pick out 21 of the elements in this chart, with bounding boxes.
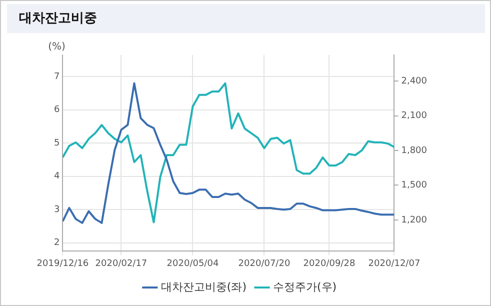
chart-title: 대차잔고비중 (7, 4, 485, 33)
y2-tick-label: 2,100 (401, 111, 428, 122)
y-tick-label: 6 (54, 105, 60, 116)
y-tick-label: 4 (54, 172, 60, 182)
y-tick-label: 3 (54, 204, 60, 215)
y-tick-label: 2 (54, 238, 60, 248)
x-tick-label: 2020/07/20 (238, 258, 290, 269)
x-tick-label: 2020/12/07 (368, 258, 420, 269)
y2-tick-label: 1,800 (401, 146, 428, 156)
x-tick-label: 2019/12/16 (36, 258, 89, 269)
y2-tick-label: 1,200 (401, 215, 428, 226)
x-tick-label: 2020/09/28 (303, 258, 356, 269)
y-tick-label: 5 (54, 138, 60, 148)
x-tick-label: 2020/02/17 (95, 258, 148, 269)
y-axis-title: (%) (48, 42, 66, 53)
y2-tick-label: 2,400 (401, 76, 428, 86)
y2-tick-label: 1,500 (401, 180, 428, 191)
legend-label: 대차잔고비중(좌) (160, 280, 247, 294)
y-tick-label: 7 (54, 72, 60, 82)
x-tick-label: 2020/05/04 (166, 258, 219, 269)
legend-label: 수정주가(우) (273, 280, 337, 294)
